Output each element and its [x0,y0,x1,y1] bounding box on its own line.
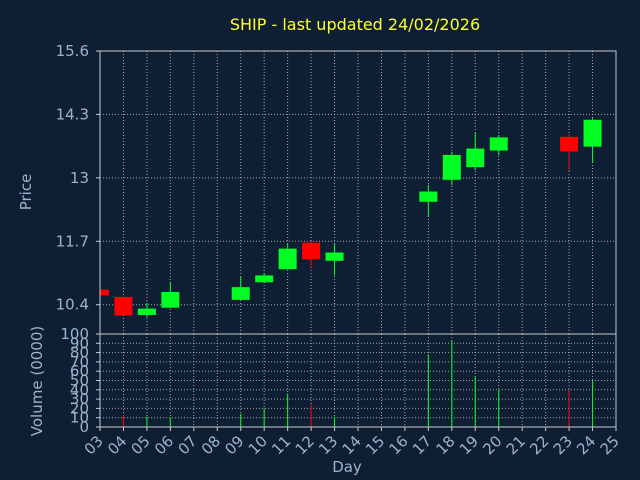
x-tick-label: 25 [597,432,623,458]
candle-body [255,275,274,283]
x-tick-label: 08 [198,432,224,458]
candle-body [161,292,180,308]
x-tick-label: 23 [550,432,576,458]
volume-tick-label: 70 [70,353,89,371]
volume-tick-label: 0 [79,418,89,436]
volume-tick-label: 90 [70,334,89,352]
volume-frame [99,333,617,428]
candle-body [560,136,579,152]
candle-body [325,252,344,261]
price-tick-label: 13 [70,169,89,187]
price-tick-label: 10.4 [56,296,89,314]
candle-body [114,296,133,316]
volume-tick-label: 20 [70,399,89,417]
candle-body [278,248,297,270]
x-tick-label: 24 [573,432,599,458]
x-tick-label: 09 [221,432,247,458]
x-axis-label: Day [332,458,362,476]
x-tick-label: 07 [174,432,200,458]
x-tick-label: 18 [432,432,458,458]
volume-tick-label: 50 [70,372,89,390]
candle-body [583,119,602,147]
candle-body [137,308,156,315]
x-tick-label: 20 [479,432,505,458]
price-axis-label: Price [17,174,35,211]
x-tick-labels: 0304050607080910111213141516171819202122… [81,427,623,458]
price-tick-labels: 10.4 11.7 13 14.3 15.6 [56,42,100,314]
x-tick-label: 22 [526,432,552,458]
price-tick-label: 15.6 [56,42,89,60]
grid [100,51,616,427]
chart-title: SHIP - last updated 24/02/2026 [230,15,480,34]
volume-tick-label: 40 [70,381,89,399]
x-tick-label: 17 [409,432,435,458]
volume-bars [122,340,594,427]
volume-tick-label: 60 [70,362,89,380]
x-tick-label: 13 [315,432,341,458]
x-tick-label: 19 [456,432,482,458]
x-tick-label: 14 [339,432,365,458]
x-tick-label: 12 [292,432,318,458]
volume-tick-label: 80 [70,344,89,362]
candles [99,118,602,318]
candle-body [302,242,321,260]
x-tick-label: 11 [268,432,294,458]
x-tick-label: 16 [386,432,412,458]
plot-frames [99,50,617,428]
volume-tick-label: 100 [60,325,89,343]
candle-body [100,289,109,296]
x-tick-label: 21 [503,432,529,458]
price-tick-label: 11.7 [56,232,89,250]
x-tick-label: 05 [128,432,154,458]
x-tick-label: 10 [245,432,271,458]
x-tick-label: 06 [151,432,177,458]
price-tick-label: 14.3 [56,105,89,123]
volume-tick-label: 10 [70,409,89,427]
candle-body [466,148,485,168]
candle-body [489,137,508,151]
candle-body [419,191,438,202]
volume-tick-label: 30 [70,390,89,408]
candle-body [442,154,461,180]
x-tick-label: 03 [81,432,107,458]
candle-body [231,287,250,300]
x-tick-label: 15 [362,432,388,458]
x-tick-label: 04 [104,432,130,458]
volume-axis-label: Volume (0000) [28,326,46,436]
